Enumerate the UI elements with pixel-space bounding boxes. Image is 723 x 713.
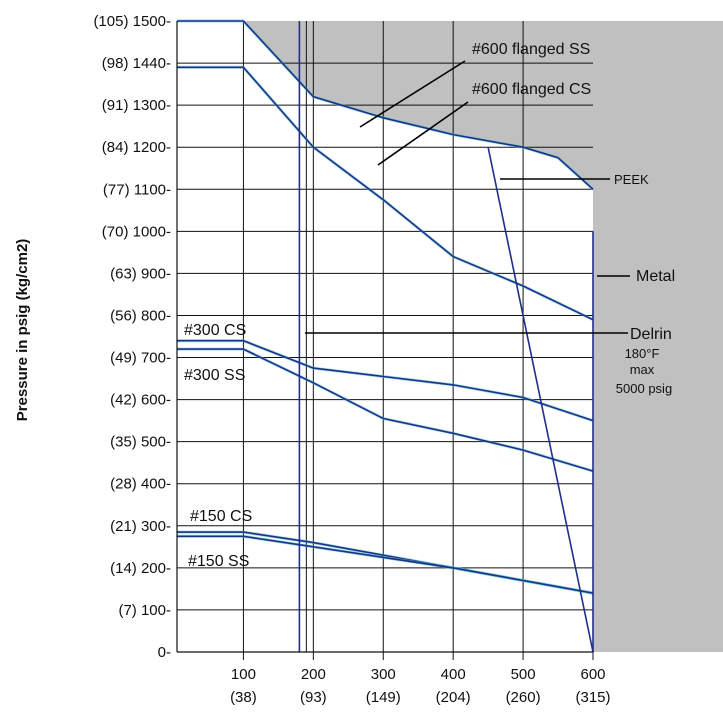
label-150-cs: #150 CS (190, 508, 252, 525)
label-metal: Metal (636, 268, 675, 285)
y-tick-label: (7) 100- (118, 602, 171, 619)
y-tick-label: (49) 700- (110, 350, 171, 367)
series-line-150-ss (177, 535, 594, 594)
y-tick-label: (105) 1500- (93, 13, 171, 30)
y-tick-label: (35) 500- (110, 434, 171, 451)
label-300-cs: #300 CS (184, 322, 246, 339)
y-tick-label: (77) 1100- (103, 181, 171, 198)
series-line-300-ss (177, 348, 594, 472)
y-tick-label: (98) 1440- (102, 55, 171, 72)
x-tick-sublabel: (260) (506, 689, 541, 706)
series-line-peek (487, 147, 594, 653)
delrin-pressure-note: 5000 psig (616, 381, 672, 396)
y-tick-label: (84) 1200- (102, 139, 171, 156)
label-300-ss: #300 SS (184, 367, 245, 384)
x-tick-sublabel: (38) (230, 689, 257, 706)
y-tick-label: (91) 1300- (102, 97, 171, 114)
series-line-300-cs (177, 339, 594, 422)
y-axis-label: Pressure in psig (kg/cm2) (14, 239, 31, 422)
series-line-600-flanged-cs (177, 20, 594, 190)
y-tick-label: 0- (158, 644, 171, 661)
x-tick-layer: 100 (38) 200 (93) 300 (149) 400 (204) 500 (260) 60… (230, 652, 611, 706)
y-tick-label: (63) 900- (110, 265, 171, 282)
x-tick-label: 600 (580, 666, 605, 683)
y-tick-label: (56) 800- (110, 307, 171, 324)
label-600-flanged-ss: #600 flanged SS (472, 41, 590, 58)
x-tick-sublabel: (204) (436, 689, 471, 706)
annotation-pointer (377, 101, 469, 166)
y-tick-label: (42) 600- (110, 392, 171, 409)
label-600-flanged-cs: #600 flanged CS (472, 81, 591, 98)
label-peek: PEEK (614, 172, 649, 187)
series-line-600-flanged-ss (177, 66, 594, 321)
x-tick-label: 200 (301, 666, 326, 683)
x-tick-label: 400 (441, 666, 466, 683)
x-tick-label: 300 (371, 666, 396, 683)
delrin-max-note: max (630, 362, 655, 377)
delrin-temperature-note: 180°F (625, 346, 660, 361)
x-tick-label: 500 (511, 666, 536, 683)
y-tick-label: (28) 400- (110, 476, 171, 493)
x-tick-sublabel: (93) (300, 689, 327, 706)
y-tick-label: (21) 300- (110, 518, 171, 535)
label-delrin: Delrin (630, 326, 672, 343)
grid-layer (177, 21, 593, 652)
x-tick-sublabel: (149) (366, 689, 401, 706)
annotation-pointer (359, 60, 466, 128)
label-150-ss: #150 SS (188, 553, 249, 570)
series-layer (177, 19, 595, 653)
x-tick-sublabel: (315) (575, 689, 610, 706)
x-tick-label: 100 (231, 666, 256, 683)
axis-layer (176, 21, 593, 653)
y-tick-layer: 0- (7) 100- (14) 200- (21) 300- (28) 400- (35… (93, 13, 171, 661)
y-tick-label: (70) 1000- (102, 223, 171, 240)
annotation-pointer-layer (305, 60, 630, 334)
y-tick-label: (14) 200- (110, 560, 171, 577)
